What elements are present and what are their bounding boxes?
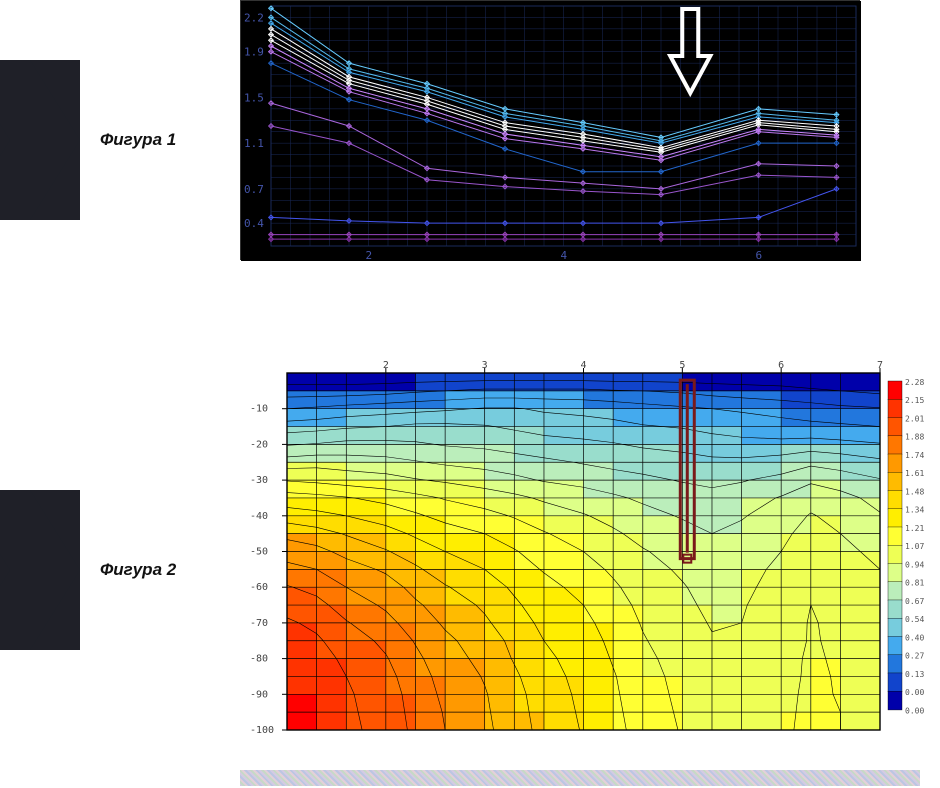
svg-text:6: 6 bbox=[756, 249, 763, 261]
svg-text:4: 4 bbox=[581, 360, 587, 371]
svg-text:-90: -90 bbox=[250, 689, 268, 700]
svg-text:5: 5 bbox=[679, 360, 685, 371]
svg-text:1.21: 1.21 bbox=[905, 524, 924, 533]
svg-text:2.01: 2.01 bbox=[905, 414, 924, 423]
svg-text:-20: -20 bbox=[250, 439, 268, 450]
svg-text:2.15: 2.15 bbox=[905, 396, 924, 405]
svg-text:-80: -80 bbox=[250, 654, 268, 665]
svg-text:1.9: 1.9 bbox=[244, 46, 264, 59]
svg-text:2: 2 bbox=[383, 360, 389, 371]
svg-text:0.40: 0.40 bbox=[905, 633, 924, 642]
svg-text:4: 4 bbox=[561, 249, 568, 261]
svg-text:1.61: 1.61 bbox=[905, 469, 924, 478]
contour-chart: 2 3 4 5 6 7 -10 -20 -30 -40 -50 -60 -70 -80 -90 -100 2.2… bbox=[245, 355, 935, 735]
svg-text:6: 6 bbox=[778, 360, 784, 371]
svg-text:0.4: 0.4 bbox=[244, 217, 264, 230]
line-chart-svg: 0.4 0.7 1.1 1.5 1.9 2.2 2 4 6 bbox=[241, 1, 861, 261]
svg-text:2: 2 bbox=[366, 249, 373, 261]
figure1-label-block: Фигура 1 bbox=[0, 60, 220, 220]
svg-text:1.88: 1.88 bbox=[905, 433, 924, 442]
svg-text:0.7: 0.7 bbox=[244, 183, 264, 196]
svg-text:0.00: 0.00 bbox=[905, 706, 924, 715]
svg-text:0.81: 0.81 bbox=[905, 579, 924, 588]
svg-text:1.48: 1.48 bbox=[905, 487, 924, 496]
svg-text:-50: -50 bbox=[250, 547, 268, 558]
line-chart: 0.4 0.7 1.1 1.5 1.9 2.2 2 4 6 bbox=[240, 0, 860, 260]
svg-text:-100: -100 bbox=[250, 725, 274, 735]
svg-text:-40: -40 bbox=[250, 511, 268, 522]
svg-text:2.28: 2.28 bbox=[905, 378, 924, 387]
svg-text:1.07: 1.07 bbox=[905, 542, 924, 551]
noise-strip bbox=[240, 770, 920, 786]
svg-text:-60: -60 bbox=[250, 582, 268, 593]
svg-text:1.34: 1.34 bbox=[905, 506, 924, 515]
svg-text:0.13: 0.13 bbox=[905, 670, 924, 679]
svg-text:-70: -70 bbox=[250, 618, 268, 629]
svg-text:3: 3 bbox=[482, 360, 488, 371]
figure1-label: Фигура 1 bbox=[100, 130, 176, 150]
svg-text:0.54: 0.54 bbox=[905, 615, 924, 624]
svg-text:7: 7 bbox=[877, 360, 883, 371]
svg-text:0.27: 0.27 bbox=[905, 652, 924, 661]
svg-text:2.2: 2.2 bbox=[244, 11, 264, 24]
svg-text:0.94: 0.94 bbox=[905, 560, 924, 569]
svg-text:-30: -30 bbox=[250, 475, 268, 486]
svg-text:0.67: 0.67 bbox=[905, 597, 924, 606]
svg-text:1.74: 1.74 bbox=[905, 451, 924, 460]
chevron-shape-2 bbox=[0, 490, 80, 650]
contour-chart-svg: 2 3 4 5 6 7 -10 -20 -30 -40 -50 -60 -70 -80 -90 -100 2.2… bbox=[245, 355, 935, 735]
svg-text:1.5: 1.5 bbox=[244, 91, 264, 104]
svg-text:0.00: 0.00 bbox=[905, 688, 924, 697]
figure2-label: Фигура 2 bbox=[100, 560, 176, 580]
figure2-label-block: Фигура 2 bbox=[0, 490, 220, 650]
svg-text:1.1: 1.1 bbox=[244, 137, 264, 150]
chevron-shape-1 bbox=[0, 60, 80, 220]
svg-text:-10: -10 bbox=[250, 404, 268, 415]
